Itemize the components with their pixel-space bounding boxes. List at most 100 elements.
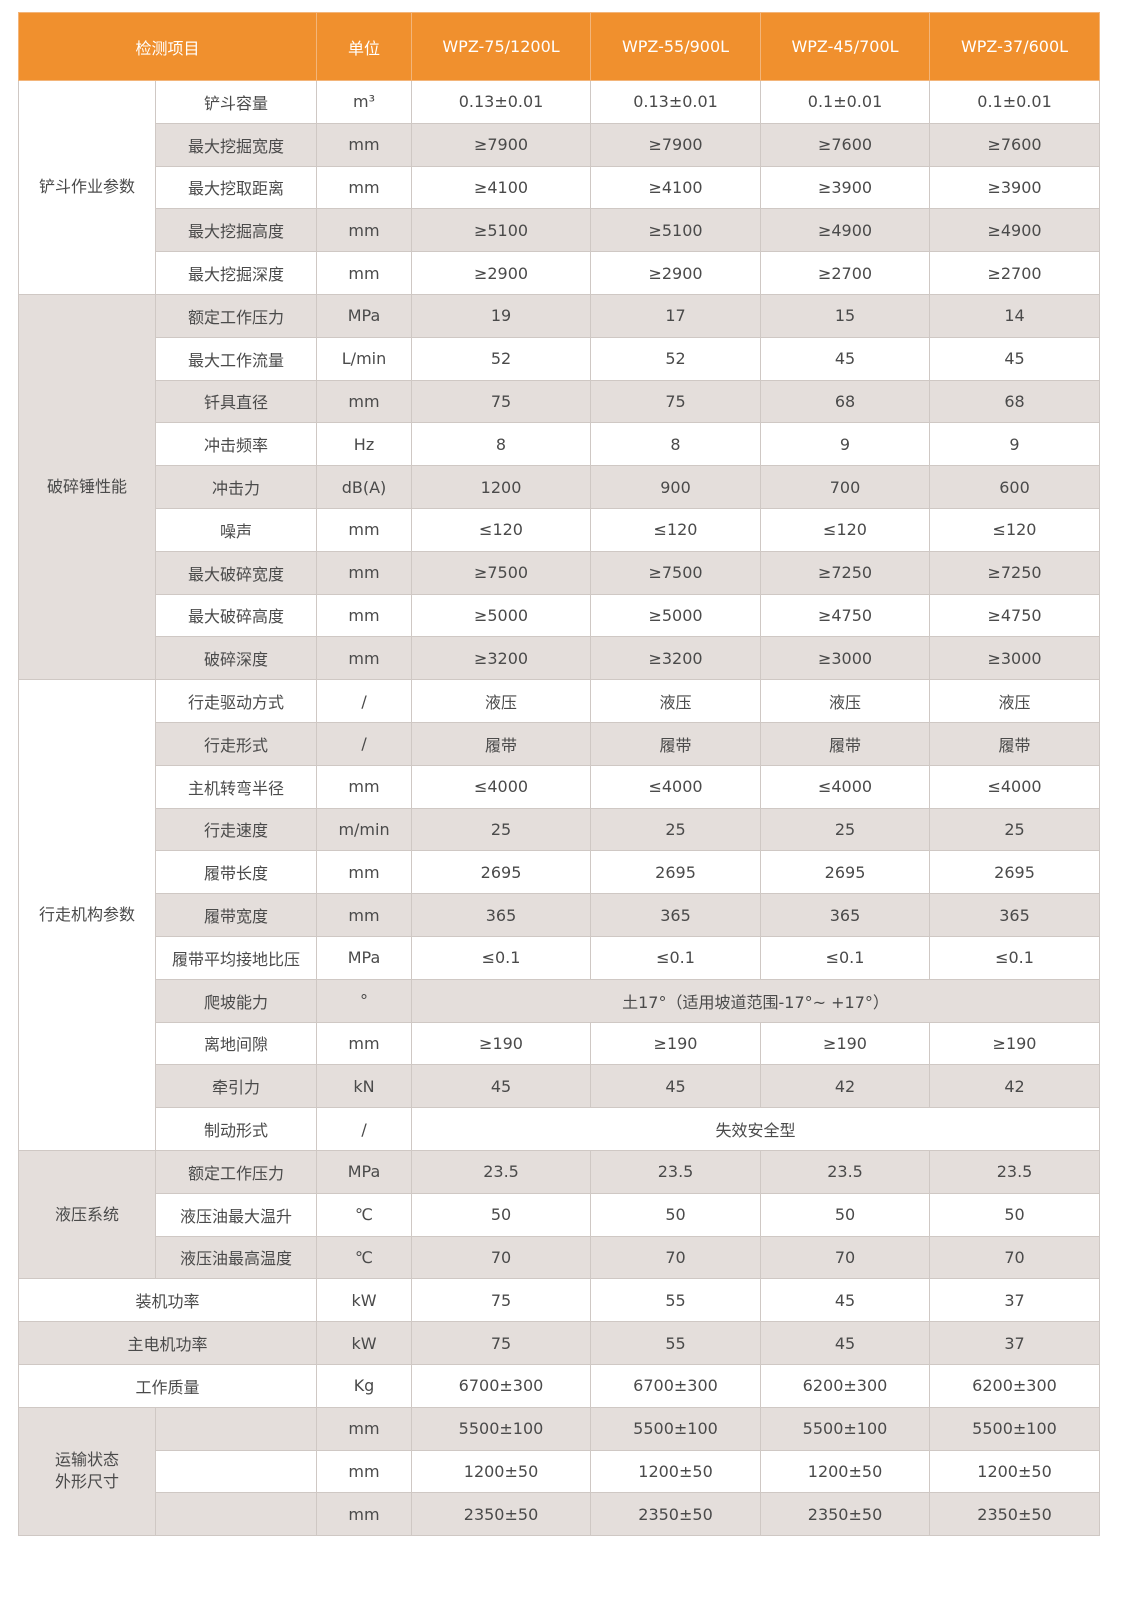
value-cell: 0.13±0.01 [411, 80, 592, 124]
value-cell: ≥7250 [760, 550, 931, 595]
value-cell: ≥5000 [411, 593, 592, 638]
unit-cell: m³ [316, 80, 413, 124]
table-row: 最大挖取距离 mm ≥4100 ≥4100 ≥3900 ≥3900 [19, 165, 1101, 210]
value-cell: 50 [760, 1192, 931, 1237]
value-cell: ≥2700 [760, 251, 931, 295]
value-cell: ≥190 [760, 1021, 931, 1066]
value-cell: 52 [411, 336, 592, 381]
value-cell: 5500±100 [929, 1406, 1101, 1451]
value-cell: ≤0.1 [590, 935, 762, 980]
group-label: 工作质量 [17, 1363, 318, 1408]
value-cell: ≥7500 [590, 550, 762, 595]
item-label: 履带平均接地比压 [154, 935, 318, 980]
value-cell: 液压 [590, 679, 762, 723]
group-label: 主电机功率 [17, 1321, 318, 1365]
unit-cell: / [316, 1107, 413, 1151]
value-cell: 75 [411, 379, 592, 424]
value-cell: 365 [590, 893, 762, 937]
value-cell: 土17°（适用坡道范围-17°~ +17°） [411, 978, 1101, 1023]
value-cell: 履带 [590, 721, 762, 766]
value-cell: 70 [929, 1235, 1101, 1280]
item-label: 牵引力 [154, 1064, 318, 1109]
table-row: 运输状态 外形尺寸 mm 5500±100 5500±100 5500±100 5500±… [18, 1406, 1101, 1537]
unit-cell: ℃ [316, 1235, 413, 1280]
value-cell: 2695 [411, 850, 592, 895]
group-label: 铲斗作业参数 [18, 80, 156, 295]
table-row: 装机功率 kW 75 55 45 37 [17, 1278, 1101, 1323]
table-row: 主机转弯半径 mm ≤4000 ≤4000 ≤4000 ≤4000 [19, 764, 1101, 809]
value-cell: ≥4900 [760, 208, 931, 253]
value-cell: 2695 [929, 850, 1101, 895]
unit-cell: ° [316, 978, 413, 1023]
item-label: 最大挖掘深度 [154, 251, 318, 295]
value-cell: 8 [411, 422, 592, 467]
value-cell: 68 [929, 379, 1101, 424]
value-cell: ≤4000 [760, 764, 931, 809]
value-cell: 23.5 [590, 1149, 762, 1194]
value-cell: ≥190 [929, 1021, 1101, 1066]
value-cell: ≥4100 [590, 165, 762, 210]
table-row: 牵引力 kN 45 45 42 42 [19, 1064, 1101, 1109]
unit-cell: mm [316, 850, 413, 895]
table-row: mm 1200±50 1200±50 1200±50 1200±50 [19, 1449, 1101, 1494]
table-row: 离地间隙 mm ≥190 ≥190 ≥190 ≥190 [19, 1021, 1101, 1066]
item-label: 最大挖取距离 [154, 165, 318, 210]
value-cell: 19 [411, 293, 592, 338]
value-cell: 8 [590, 422, 762, 467]
value-cell: 14 [929, 293, 1101, 338]
value-cell: 2695 [760, 850, 931, 895]
spec-table: 检测项目 单位 WPZ-75/1200L WPZ-55/900L WPZ-45/… [17, 12, 1101, 1537]
unit-cell: mm [316, 764, 413, 809]
value-cell: 70 [411, 1235, 592, 1280]
table-row: 履带长度 mm 2695 2695 2695 2695 [19, 850, 1101, 895]
table-row: 噪声 mm ≤120 ≤120 ≤120 ≤120 [19, 507, 1101, 552]
value-cell: 700 [760, 465, 931, 509]
value-cell: ≤0.1 [411, 935, 592, 980]
header-unit: 单位 [316, 12, 413, 81]
item-label: 噪声 [154, 507, 318, 552]
unit-cell: L/min [316, 336, 413, 381]
value-cell: 45 [760, 1321, 931, 1365]
value-cell: ≥7900 [590, 122, 762, 167]
value-cell: ≥4900 [929, 208, 1101, 253]
table-row: 工作质量 Kg 6700±300 6700±300 6200±300 6200±300 [17, 1363, 1101, 1408]
table-row: 爬坡能力 ° 土17°（适用坡道范围-17°~ +17°） [19, 978, 1101, 1023]
table-row: 最大破碎高度 mm ≥5000 ≥5000 ≥4750 ≥4750 [19, 593, 1101, 638]
table-row: 钎具直径 mm 75 75 68 68 [19, 379, 1101, 424]
value-cell: 37 [929, 1278, 1101, 1323]
value-cell: 900 [590, 465, 762, 509]
item-label: 履带宽度 [154, 893, 318, 937]
table-row: 制动形式 / 失效安全型 [19, 1107, 1101, 1151]
value-cell: 52 [590, 336, 762, 381]
value-cell: 45 [411, 1064, 592, 1109]
value-cell: 42 [929, 1064, 1101, 1109]
value-cell: ≤0.1 [929, 935, 1101, 980]
item-label: 最大挖掘高度 [154, 208, 318, 253]
unit-cell: mm [316, 893, 413, 937]
value-cell: 履带 [760, 721, 931, 766]
value-cell: ≥3000 [929, 636, 1101, 681]
value-cell: 2695 [590, 850, 762, 895]
table-row: 履带宽度 mm 365 365 365 365 [19, 893, 1101, 937]
table-row: 冲击频率 Hz 8 8 9 9 [19, 422, 1101, 467]
item-label: 破碎深度 [154, 636, 318, 681]
value-cell: 15 [760, 293, 931, 338]
item-label: 履带长度 [154, 850, 318, 895]
value-cell: ≤120 [929, 507, 1101, 552]
unit-cell: kW [316, 1321, 413, 1365]
value-cell: 45 [760, 1278, 931, 1323]
value-cell: 23.5 [411, 1149, 592, 1194]
value-cell: 45 [929, 336, 1101, 381]
header-item: 检测项目 [17, 12, 318, 81]
value-cell: 履带 [411, 721, 592, 766]
table-row: 主电机功率 kW 75 55 45 37 [17, 1321, 1101, 1365]
table-row: 行走形式 / 履带 履带 履带 履带 [19, 721, 1101, 766]
item-label: 额定工作压力 [154, 293, 318, 338]
unit-cell: Kg [316, 1363, 413, 1408]
value-cell: ≤4000 [590, 764, 762, 809]
value-cell: ≥4750 [760, 593, 931, 638]
group-label: 装机功率 [17, 1278, 318, 1323]
item-label: 制动形式 [154, 1107, 318, 1151]
unit-cell: / [316, 679, 413, 723]
value-cell: ≥2900 [411, 251, 592, 295]
